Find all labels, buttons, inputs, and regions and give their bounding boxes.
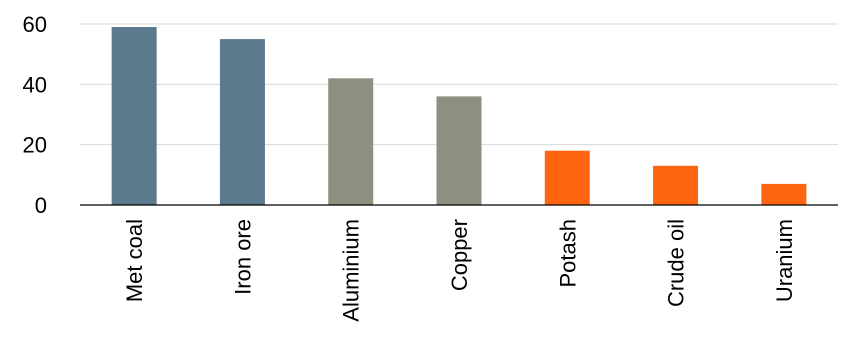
y-tick-label: 20 [23,133,47,158]
bars [111,27,807,206]
y-tick-label: 40 [23,72,47,97]
x-axis-ticks: Met coal Iron ore Aluminium Copper Potash Cru… [122,219,797,322]
y-tick-label: 0 [35,193,47,218]
y-tick-label: 60 [23,12,47,37]
bar-copper [436,96,482,205]
y-axis-ticks: 0 20 40 60 [23,12,47,218]
bar-iron-ore [219,39,265,206]
bar-potash [544,150,590,205]
x-tick-label: Met coal [122,219,147,302]
bar-met-coal [111,27,157,206]
bar-aluminium [328,78,374,205]
bar-crude-oil [653,165,699,205]
bar-uranium [761,183,807,205]
x-tick-label: Iron ore [230,219,255,295]
x-tick-label: Copper [447,219,472,291]
x-tick-label: Uranium [772,219,797,302]
x-tick-label: Crude oil [664,219,689,307]
x-tick-label: Potash [555,219,580,288]
x-tick-label: Aluminium [339,219,364,322]
